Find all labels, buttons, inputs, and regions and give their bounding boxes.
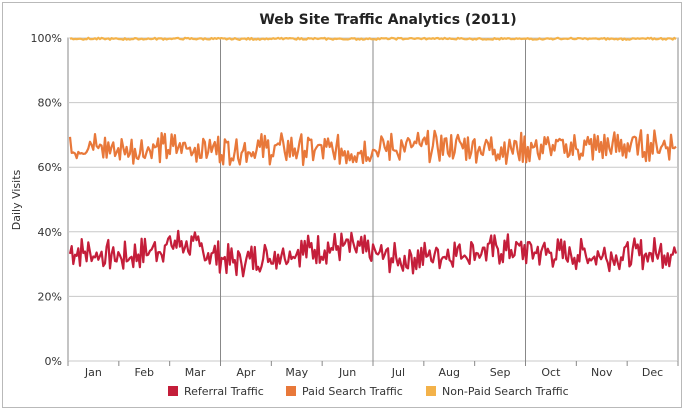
legend: Referral Traffic Paid Search Traffic Non-P…	[168, 385, 569, 398]
y-axis-ticks: 0% 20% 40% 60% 80% 100%	[31, 32, 62, 368]
series-line	[69, 36, 677, 42]
x-tick-label: May	[285, 366, 308, 379]
series-line	[68, 129, 677, 167]
legend-swatch	[426, 386, 436, 396]
x-axis-ticks: Jan Feb Mar Apr May Jun Jul Aug Sep Oct Nov Dec	[67, 361, 679, 379]
y-tick-label: 80%	[38, 97, 62, 110]
y-tick-label: 20%	[38, 290, 62, 303]
x-tick-label: Apr	[236, 366, 256, 379]
series-lines	[68, 36, 678, 278]
x-tick-label: Aug	[439, 366, 460, 379]
legend-swatch	[286, 386, 296, 396]
x-tick-label: Dec	[642, 366, 663, 379]
y-tick-label: 100%	[31, 32, 62, 45]
legend-label: Non-Paid Search Traffic	[442, 385, 569, 398]
x-tick-label: Feb	[135, 366, 154, 379]
legend-swatch	[168, 386, 178, 396]
y-tick-label: 0%	[45, 355, 62, 368]
x-tick-label: Jun	[338, 366, 356, 379]
y-tick-label: 40%	[38, 226, 62, 239]
x-tick-label: Nov	[591, 366, 613, 379]
x-tick-label: Sep	[490, 366, 511, 379]
y-tick-label: 60%	[38, 161, 62, 174]
y-axis-label: Daily Visits	[10, 169, 23, 230]
series-line	[68, 229, 678, 278]
x-tick-label: Jan	[84, 366, 102, 379]
chart-title: Web Site Traffic Analytics (2011)	[259, 12, 516, 28]
legend-label: Referral Traffic	[184, 385, 264, 398]
x-tick-label: Oct	[541, 366, 561, 379]
x-tick-label: Jul	[391, 366, 405, 379]
legend-label: Paid Search Traffic	[302, 385, 403, 398]
x-tick-label: Mar	[185, 366, 206, 379]
